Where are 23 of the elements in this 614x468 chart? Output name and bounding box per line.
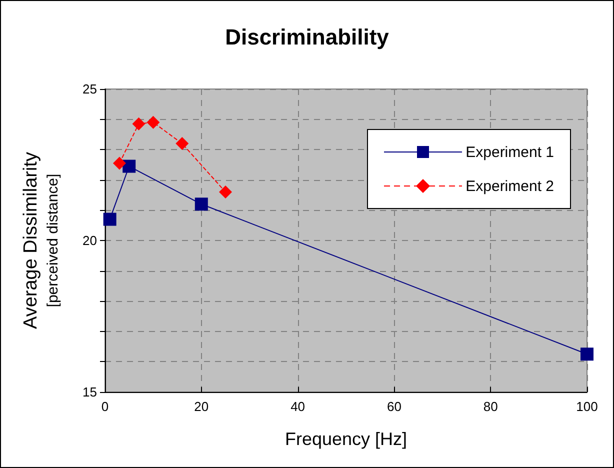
point [219,186,232,199]
x-tick-label: 40 [290,399,306,414]
point [194,198,208,211]
x-tick-label: 20 [194,399,209,414]
point [132,117,146,130]
x-tick-label: 0 [101,399,109,414]
legend-label: Experiment 1 [466,144,554,160]
y-tick-label: 20 [82,233,97,248]
y-tick-label: 25 [82,82,97,96]
x-axis-title: Frequency [Hz] [284,429,408,449]
x-tick-label: 60 [386,399,402,414]
point [122,160,136,173]
legend-label: Experiment 2 [466,178,554,194]
point [112,156,126,170]
point [146,116,160,129]
y-axis-title: Average Dissimilarity [perceived distance] [20,151,62,330]
x-tick-label: 100 [576,399,598,414]
chart-title: Discriminability [225,24,390,50]
point [103,212,116,226]
point [580,348,594,361]
y-tick-label: 15 [82,384,97,400]
point [176,137,189,150]
x-tick-label: 80 [483,399,498,414]
